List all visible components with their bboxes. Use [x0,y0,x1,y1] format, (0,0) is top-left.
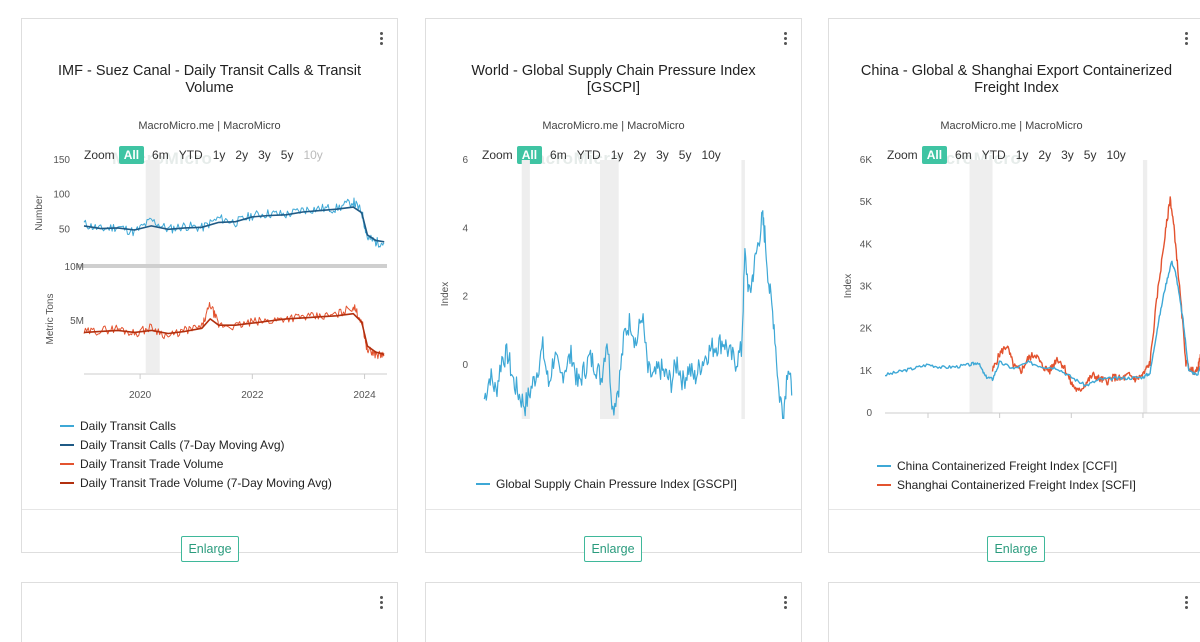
y-tick-label: 4K [860,239,873,250]
series-scfi [993,197,1200,391]
x-tick-label: 2024 [353,390,376,401]
y-tick-label: 5K [860,197,873,208]
y-tick-label: 1K [860,366,873,377]
legend-label: Global Supply Chain Pressure Index [GSCP… [496,477,737,491]
panel-separator [76,264,387,268]
y-tick-label: 6K [860,155,873,166]
chart-legend: Global Supply Chain Pressure Index [GSCP… [476,474,737,493]
enlarge-button[interactable]: Enlarge [181,536,239,562]
y-tick-label: 2K [860,324,873,335]
x-tick-label: 2022 [241,390,264,401]
kebab-menu-icon[interactable] [781,596,789,612]
chart-plot-suez: 50 100 150 Number 10M 5M Metric Tons 2020 2022 20… [22,19,399,419]
card-divider [426,509,801,510]
card-divider [22,509,397,510]
legend-label: Daily Transit Calls (7-Day Moving Avg) [80,438,285,452]
series-gscpi [484,211,791,419]
kebab-menu-icon[interactable] [377,596,385,612]
legend-swatch [877,484,891,486]
chart-legend: China Containerized Freight Index [CCFI]… [877,456,1136,494]
legend-swatch [60,463,74,465]
y-tick-label: 2 [462,292,468,303]
chart-legend: Daily Transit Calls Daily Transit Calls … [60,416,332,492]
chart-card-row2-3 [828,582,1200,642]
x-tick-label: 2020 [129,390,152,401]
legend-item-gscpi[interactable]: Global Supply Chain Pressure Index [GSCP… [476,474,737,493]
legend-swatch [60,425,74,427]
y-tick-label: 150 [53,155,70,166]
y-axis-label: Index [843,274,854,298]
legend-item-scfi[interactable]: Shanghai Containerized Freight Index [SC… [877,475,1136,494]
legend-item-trade-volume[interactable]: Daily Transit Trade Volume [60,454,332,473]
chart-card-row2-1 [21,582,398,642]
chart-card-freight: China - Global & Shanghai Export Contain… [828,18,1200,553]
legend-swatch [60,482,74,484]
recession-band [970,160,993,413]
legend-item-transit-calls-ma[interactable]: Daily Transit Calls (7-Day Moving Avg) [60,435,332,454]
series-trade-volume [84,303,384,359]
y-tick-label: 5M [70,316,84,327]
chart-card-row2-2 [425,582,802,642]
legend-swatch [60,444,74,446]
y-tick-label: 3K [860,282,873,293]
legend-item-ccfi[interactable]: China Containerized Freight Index [CCFI] [877,456,1136,475]
legend-label: Daily Transit Trade Volume (7-Day Moving… [80,476,332,490]
chart-plot-gscpi: -20246Index200020102020 [426,19,803,419]
legend-swatch [476,483,490,485]
y-tick-label: 6 [462,155,468,166]
y-axis-label: Index [440,282,451,306]
kebab-menu-icon[interactable] [1182,596,1190,612]
chart-plot-freight: 01K2K3K4K5K6KIndex2005201020152020 [829,19,1200,419]
y-tick-label: 50 [59,224,71,235]
legend-item-transit-calls[interactable]: Daily Transit Calls [60,416,332,435]
y-tick-label: 10M [65,262,84,273]
legend-item-trade-volume-ma[interactable]: Daily Transit Trade Volume (7-Day Moving… [60,473,332,492]
series-trade-volume-ma [84,314,384,355]
y-tick-label: 4 [462,223,468,234]
legend-swatch [877,465,891,467]
legend-label: Shanghai Containerized Freight Index [SC… [897,478,1136,492]
legend-label: China Containerized Freight Index [CCFI] [897,459,1117,473]
recession-band [522,160,530,419]
y-tick-label: 0 [866,408,872,419]
legend-label: Daily Transit Trade Volume [80,457,223,471]
card-divider [829,509,1200,510]
enlarge-button[interactable]: Enlarge [987,536,1045,562]
series-ccfi [885,261,1200,386]
legend-label: Daily Transit Calls [80,419,176,433]
chart-card-suez: IMF - Suez Canal - Daily Transit Calls &… [21,18,398,553]
y-axis-label: Metric Tons [45,294,56,345]
y-tick-label: 0 [462,360,468,371]
y-tick-label: 100 [53,190,70,201]
chart-card-gscpi: World - Global Supply Chain Pressure Ind… [425,18,802,553]
enlarge-button[interactable]: Enlarge [584,536,642,562]
y-axis-label: Number [34,195,45,231]
